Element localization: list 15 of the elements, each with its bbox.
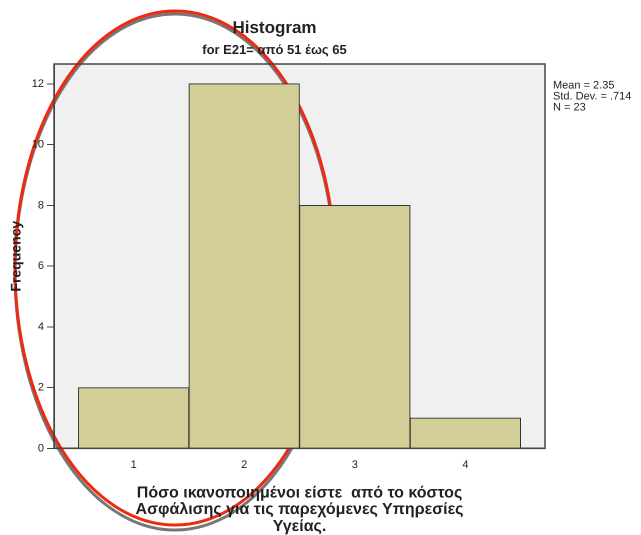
x-tick-label: 1 bbox=[130, 459, 137, 472]
y-tick-label: 8 bbox=[38, 199, 44, 212]
x-tick-label: 2 bbox=[241, 459, 248, 472]
x-tick-label: 4 bbox=[462, 459, 468, 472]
x-tick-label: 3 bbox=[352, 459, 358, 472]
chart-title: Histogram bbox=[232, 18, 317, 37]
y-tick-label: 0 bbox=[38, 442, 44, 454]
text: Std. Dev. = .714 bbox=[553, 90, 632, 103]
text: N = 23 bbox=[553, 102, 586, 114]
y-tick-label: 6 bbox=[38, 260, 44, 272]
y-tick-label: 4 bbox=[38, 320, 44, 333]
y-tick-label: 2 bbox=[38, 382, 44, 394]
y-axis-title: Frequency bbox=[7, 220, 24, 292]
y-tick-label: 12 bbox=[32, 78, 44, 90]
text: Mean = 2.35 bbox=[553, 80, 614, 92]
